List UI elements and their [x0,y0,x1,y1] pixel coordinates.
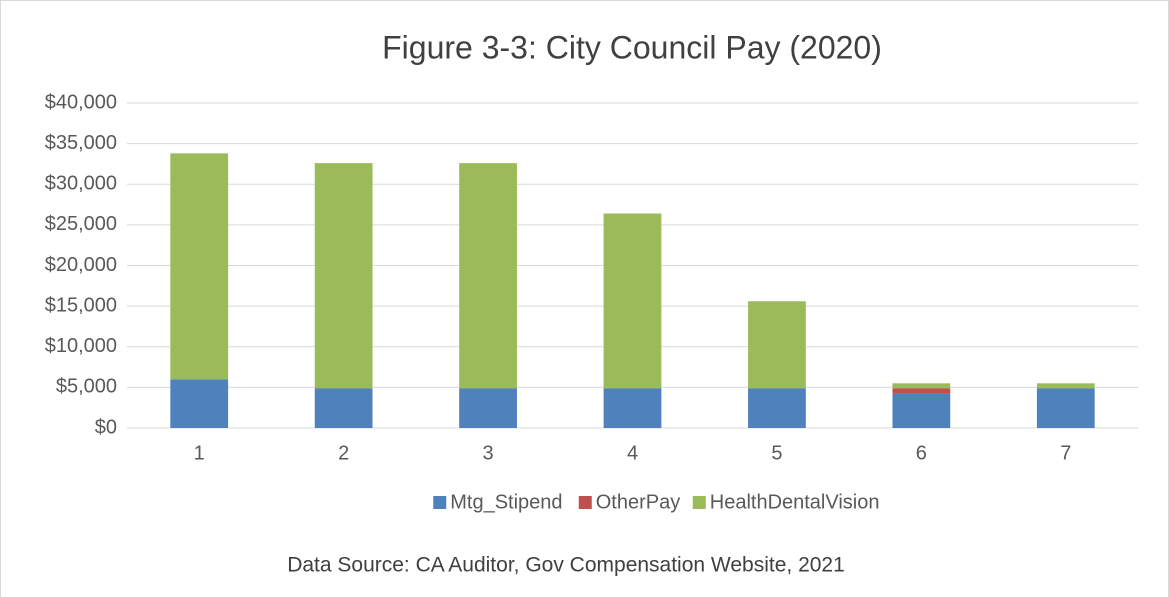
bar-segment [1036,383,1095,389]
bar-segment [603,213,662,389]
y-tick-label: $10,000 [45,335,117,357]
legend-swatch [578,496,592,509]
bar-segment [748,388,806,428]
legend-label: Mtg_Stipend [450,491,562,513]
y-tick-label: $15,000 [45,294,117,316]
source-note: Data Source: CA Auditor, Gov Compensatio… [287,554,845,577]
x-tick-label: 5 [771,442,782,464]
legend-swatch [433,496,447,509]
x-tick-label: 3 [483,442,494,464]
bar-segment [170,153,229,380]
bar-segment [892,383,951,389]
bar-segment [1036,388,1095,428]
x-tick-label: 2 [338,442,349,464]
legend-label: OtherPay [596,491,680,513]
bar-segment [314,163,373,389]
y-tick-label: $30,000 [45,173,117,195]
bar-segment [314,388,373,428]
bar-segment [892,388,951,394]
bar-segment [748,301,806,389]
y-tick-label: $25,000 [45,213,117,235]
y-tick-label: $40,000 [45,91,117,113]
bar-segment [603,388,662,428]
x-tick-label: 7 [1060,442,1071,464]
legend-swatch [692,496,706,509]
x-tick-label: 6 [916,442,927,464]
legend-label: HealthDentalVision [710,491,880,513]
bar-segment [459,163,517,389]
chart-title: Figure 3-3: City Council Pay (2020) [382,29,882,65]
y-tick-label: $5,000 [56,376,117,398]
y-tick-label: $35,000 [45,132,117,154]
bar-segment [892,393,951,428]
y-tick-label: $20,000 [45,254,117,276]
bar-segment [459,388,517,428]
y-tick-label: $0 [95,416,117,438]
bar-segment [170,379,229,428]
x-tick-label: 1 [194,442,205,464]
x-tick-label: 4 [627,442,638,464]
